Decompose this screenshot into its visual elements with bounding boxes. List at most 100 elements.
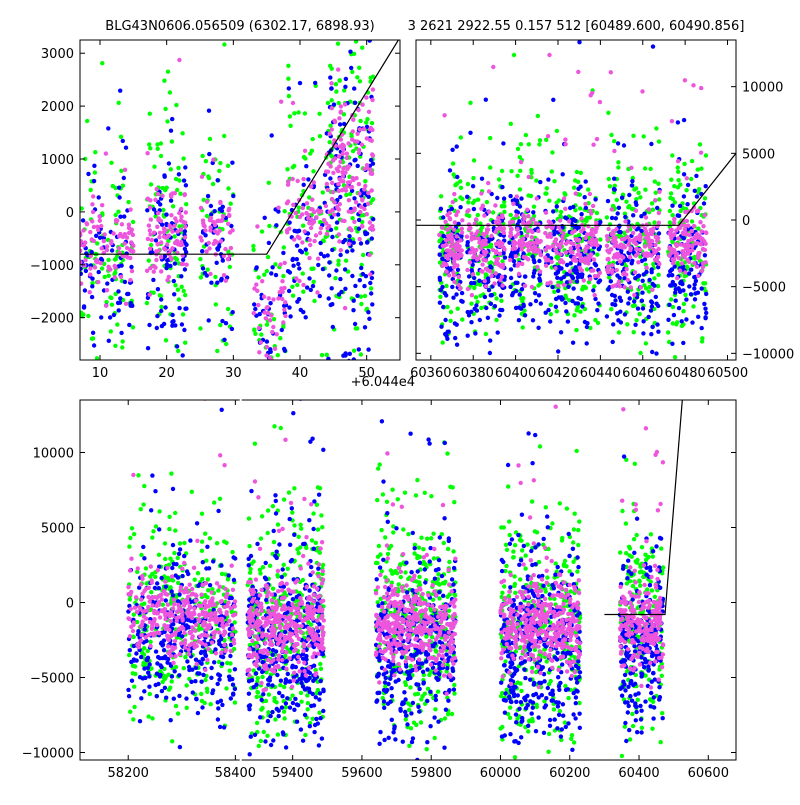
- point-pink: [266, 311, 270, 315]
- point-pink: [212, 242, 216, 246]
- point-green: [503, 659, 507, 663]
- point-blue: [703, 307, 707, 311]
- x-tick-label: 60440: [580, 366, 621, 381]
- point-blue: [290, 258, 294, 262]
- point-green: [352, 349, 356, 353]
- point-green: [691, 304, 695, 308]
- point-pink: [699, 236, 703, 240]
- point-pink: [308, 238, 312, 242]
- point-pink: [589, 209, 593, 213]
- point-blue: [704, 292, 708, 296]
- point-blue: [486, 316, 490, 320]
- point-pink: [570, 231, 574, 235]
- point-green: [286, 77, 290, 81]
- point-green: [444, 284, 448, 288]
- point-pink: [332, 212, 336, 216]
- point-blue: [453, 321, 457, 325]
- point-blue: [215, 261, 219, 265]
- point-pink: [88, 290, 92, 294]
- point-green: [351, 35, 355, 39]
- point-pink: [81, 228, 85, 232]
- point-pink: [615, 268, 619, 272]
- point-pink: [198, 235, 202, 239]
- point-blue: [270, 265, 274, 269]
- point-green: [391, 530, 395, 534]
- point-green: [148, 692, 152, 696]
- point-green: [258, 364, 262, 368]
- point-green: [205, 687, 209, 691]
- point-blue: [702, 201, 706, 205]
- point-pink: [335, 205, 339, 209]
- y-tick-label: −10000: [742, 347, 794, 362]
- point-pink: [618, 259, 622, 263]
- point-blue: [117, 195, 121, 199]
- point-pink: [352, 220, 356, 224]
- point-green: [313, 243, 317, 247]
- point-green: [703, 196, 707, 200]
- point-pink: [449, 249, 453, 253]
- point-green: [583, 34, 587, 38]
- point-pink: [330, 127, 334, 131]
- point-pink: [593, 293, 597, 297]
- point-pink: [103, 232, 107, 236]
- point-green: [292, 111, 296, 115]
- point-green: [458, 195, 462, 199]
- point-green: [485, 200, 489, 204]
- point-green: [167, 527, 171, 531]
- point-pink: [486, 181, 490, 185]
- point-green: [203, 701, 207, 705]
- point-pink: [360, 143, 364, 147]
- point-blue: [254, 266, 258, 270]
- point-blue: [576, 275, 580, 279]
- point-green: [431, 532, 435, 536]
- point-blue: [559, 295, 563, 299]
- point-pink: [671, 233, 675, 237]
- point-blue: [119, 331, 123, 335]
- point-green: [508, 716, 512, 720]
- point-blue: [655, 206, 659, 210]
- point-green: [666, 330, 670, 334]
- point-blue: [576, 187, 580, 191]
- point-pink: [676, 236, 680, 240]
- point-pink: [460, 227, 464, 231]
- point-green: [404, 717, 408, 721]
- point-blue: [472, 207, 476, 211]
- point-green: [565, 506, 569, 510]
- point-green: [415, 556, 419, 560]
- point-green: [178, 367, 182, 371]
- point-pink: [657, 190, 661, 194]
- point-pink: [653, 198, 657, 202]
- point-blue: [532, 269, 536, 273]
- point-green: [303, 156, 307, 160]
- point-pink: [485, 231, 489, 235]
- point-pink: [271, 297, 275, 301]
- point-green: [416, 692, 420, 696]
- point-pink: [367, 110, 371, 114]
- point-green: [296, 110, 300, 114]
- point-pink: [339, 109, 343, 113]
- point-green: [133, 664, 137, 668]
- point-pink: [282, 308, 286, 312]
- point-blue: [537, 293, 541, 297]
- point-green: [121, 339, 125, 343]
- point-green: [636, 191, 640, 195]
- point-green: [180, 285, 184, 289]
- point-pink: [93, 265, 97, 269]
- point-green: [390, 488, 394, 492]
- point-blue: [467, 313, 471, 317]
- point-green: [200, 577, 204, 581]
- point-green: [176, 556, 180, 560]
- point-pink: [564, 242, 568, 246]
- point-green: [128, 536, 132, 540]
- point-green: [176, 288, 180, 292]
- point-blue: [576, 301, 580, 305]
- point-blue: [343, 85, 347, 89]
- point-pink: [146, 197, 150, 201]
- point-green: [218, 161, 222, 165]
- point-green: [529, 194, 533, 198]
- point-blue: [566, 285, 570, 289]
- point-pink: [629, 166, 633, 170]
- point-green: [376, 466, 380, 470]
- title-right: 3 2621 2922.55 0.157 512 [60489.600, 604…: [408, 19, 745, 34]
- point-green: [226, 186, 230, 190]
